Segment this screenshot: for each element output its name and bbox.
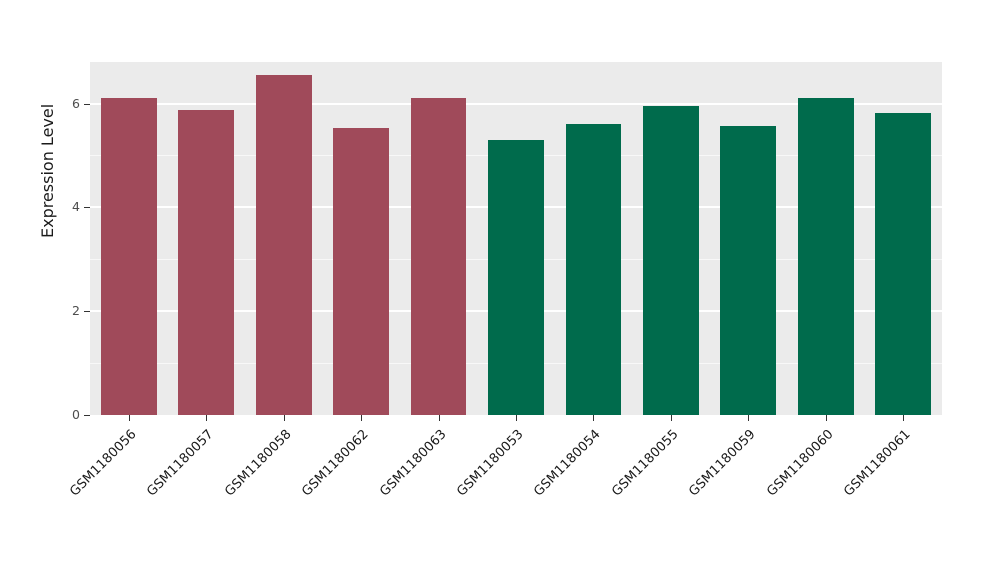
bar-GSM1180063 — [410, 98, 467, 415]
y-tick-label: 4 — [72, 199, 80, 215]
x-tick-mark — [903, 415, 905, 421]
bar-GSM1180062 — [333, 128, 389, 415]
plot-panel — [90, 62, 942, 415]
y-axis-title: Expression Level — [38, 103, 57, 238]
bar-GSM1180060 — [797, 98, 854, 415]
x-tick-mark — [825, 415, 827, 421]
bar-GSM1180057 — [178, 109, 235, 415]
x-tick-mark — [748, 415, 750, 421]
bar-GSM1180053 — [488, 139, 544, 415]
y-tick-mark — [84, 207, 90, 209]
bar-GSM1180059 — [720, 125, 777, 415]
y-tick-mark — [84, 103, 90, 105]
x-tick-mark — [361, 415, 363, 421]
x-tick-mark — [516, 415, 517, 421]
bar-GSM1180056 — [100, 98, 157, 415]
x-tick-mark — [283, 415, 285, 421]
x-tick-mark — [128, 415, 130, 421]
y-tick-label: 6 — [72, 95, 80, 111]
bar-GSM1180061 — [875, 112, 932, 415]
y-tick-mark — [84, 311, 90, 313]
bar-GSM1180058 — [255, 74, 312, 415]
x-tick-mark — [206, 415, 208, 421]
y-tick-label: 2 — [72, 303, 80, 319]
x-tick-mark — [438, 415, 440, 421]
x-tick-mark — [670, 415, 672, 421]
bar-GSM1180054 — [565, 124, 622, 415]
bar-GSM1180055 — [643, 106, 699, 415]
y-tick-label: 0 — [72, 407, 80, 422]
x-tick-mark — [593, 415, 595, 421]
y-tick-mark — [84, 415, 90, 416]
